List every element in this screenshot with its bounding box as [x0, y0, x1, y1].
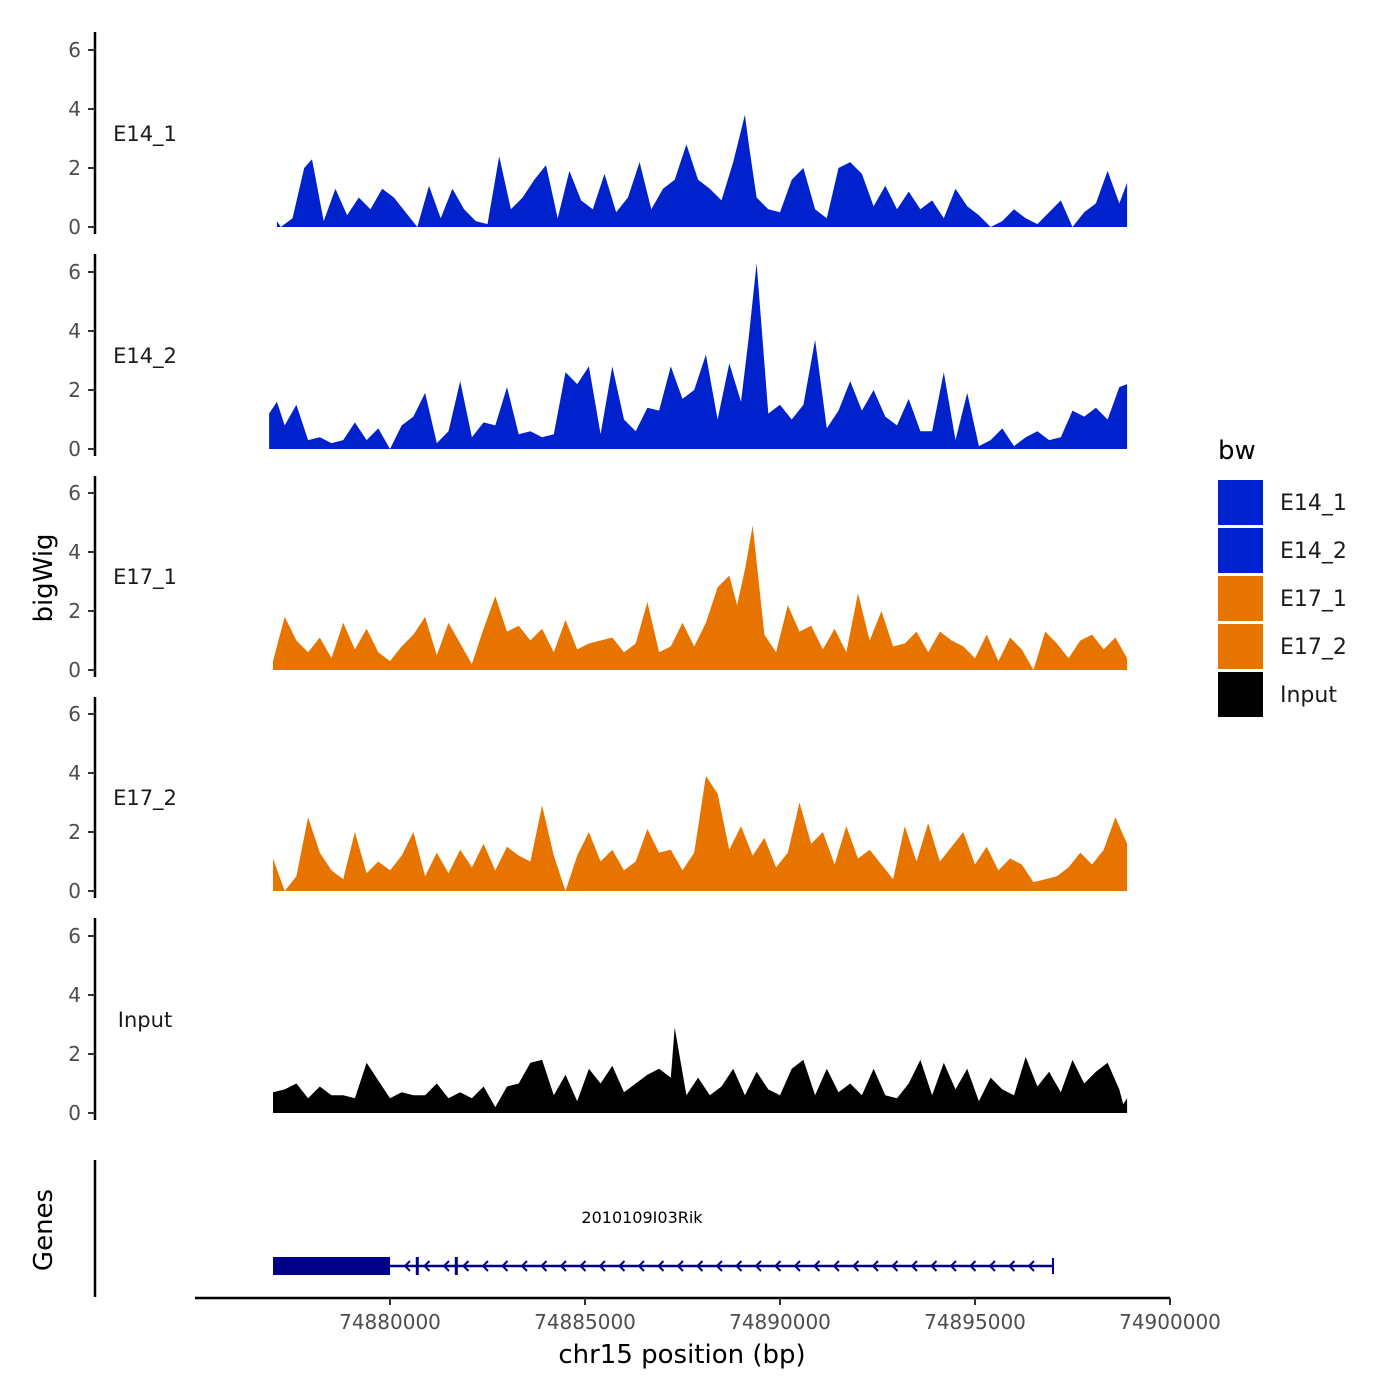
y-tick-label: 2 [68, 1042, 81, 1066]
strand-arrow [1027, 1260, 1035, 1272]
y-tick-label: 4 [68, 319, 81, 343]
strand-arrow [559, 1260, 567, 1272]
strand-arrow [832, 1260, 840, 1272]
strand-arrow [988, 1260, 996, 1272]
strand-arrow [715, 1260, 723, 1272]
legend-label: E14_1 [1280, 491, 1347, 516]
strand-arrow [540, 1260, 548, 1272]
legend-swatch [1218, 576, 1263, 621]
track-e14-1: 0 2 4 6 E14_1 [68, 32, 1128, 239]
y-tick-label: 2 [68, 820, 81, 844]
y-tick-label: 0 [68, 437, 81, 461]
y-tick-label: 0 [68, 1101, 81, 1125]
y-tick-label: 0 [68, 879, 81, 903]
track-label: E14_2 [113, 344, 177, 369]
y-tick-label: 6 [68, 260, 81, 284]
coverage-area [273, 776, 1128, 891]
track-label: E14_1 [113, 122, 177, 147]
legend-swatch [1218, 480, 1263, 525]
x-tick-label: 74900000 [1119, 1310, 1221, 1334]
strand-arrow [774, 1260, 782, 1272]
legend-label: E17_1 [1280, 587, 1347, 612]
legend-swatch [1218, 528, 1263, 573]
y-tick-label: 0 [68, 215, 81, 239]
strand-arrow [618, 1260, 626, 1272]
strand-arrow [793, 1260, 801, 1272]
strand-arrow [754, 1260, 762, 1272]
x-axis-title: chr15 position (bp) [558, 1340, 805, 1370]
y-tick-label: 2 [68, 599, 81, 623]
y-tick-label: 2 [68, 378, 81, 402]
strand-arrow [1008, 1260, 1016, 1272]
track-e14-2: 0 2 4 6 E14_2 [68, 254, 1128, 461]
x-tick-label: 74885000 [534, 1310, 636, 1334]
strand-arrow [657, 1260, 665, 1272]
track-e17-1: 0 2 4 6 E17_1 [68, 476, 1128, 682]
y-tick-label: 0 [68, 658, 81, 682]
bigwig-tracks: 0 2 4 6 E14_1 0 2 4 6 E14_2 0 2 4 6 E17_1 0 2 4 6 E17_2 0 2 4 6… [68, 32, 1128, 1125]
strand-arrow [910, 1260, 918, 1272]
strand-arrow [852, 1260, 860, 1272]
strand-arrow [403, 1260, 411, 1272]
x-axis: 74880000 74885000 74890000 74895000 74900000 [195, 1296, 1221, 1334]
gene-name-label: 2010109I03Rik [581, 1208, 703, 1227]
legend-label: E17_2 [1280, 635, 1347, 660]
strand-arrow [871, 1260, 879, 1272]
legend-swatch [1218, 672, 1263, 717]
strand-arrow [442, 1260, 450, 1272]
y-tick-label: 2 [68, 156, 81, 180]
legend-swatch [1218, 624, 1263, 669]
y-axis-title: bigWig [29, 533, 59, 622]
track-label: Input [118, 1008, 172, 1032]
track-e17-2: 0 2 4 6 E17_2 [68, 697, 1128, 903]
y-tick-label: 6 [68, 924, 81, 948]
gene-exon [273, 1257, 390, 1275]
strand-arrow [481, 1260, 489, 1272]
x-tick-label: 74880000 [339, 1310, 441, 1334]
strand-arrow [949, 1260, 957, 1272]
track-label: E17_2 [113, 786, 177, 811]
legend-label: E14_2 [1280, 539, 1347, 564]
strand-arrow [735, 1260, 743, 1272]
strand-arrow [891, 1260, 899, 1272]
strand-arrow [598, 1260, 606, 1272]
y-tick-label: 4 [68, 540, 81, 564]
genes-axis-title: Genes [29, 1189, 59, 1271]
y-tick-label: 6 [68, 481, 81, 505]
y-tick-label: 6 [68, 702, 81, 726]
strand-arrow [637, 1260, 645, 1272]
strand-arrow [462, 1260, 470, 1272]
gene-panel: 2010109I03Rik [93, 1160, 1054, 1297]
strand-arrow [579, 1260, 587, 1272]
y-tick-label: 4 [68, 97, 81, 121]
track-label: E17_1 [113, 565, 177, 590]
legend: bw E14_1 E14_2 E17_1 E17_2 Input [1218, 436, 1347, 717]
strand-arrow [676, 1260, 684, 1272]
coverage-area [276, 114, 1128, 227]
legend-title: bw [1218, 436, 1256, 466]
strand-arrow [696, 1260, 704, 1272]
x-tick-label: 74890000 [729, 1310, 831, 1334]
track-input: 0 2 4 6 Input [68, 918, 1128, 1125]
strand-arrow [501, 1260, 509, 1272]
coverage-area [269, 263, 1128, 449]
coverage-area [273, 1027, 1128, 1113]
x-tick-label: 74895000 [924, 1310, 1026, 1334]
strand-arrow [423, 1260, 431, 1272]
strand-arrow [969, 1260, 977, 1272]
y-tick-label: 4 [68, 983, 81, 1007]
y-tick-label: 6 [68, 38, 81, 62]
strand-arrow [930, 1260, 938, 1272]
legend-label: Input [1280, 683, 1337, 708]
strand-arrow [813, 1260, 821, 1272]
y-tick-label: 4 [68, 761, 81, 785]
coverage-area [273, 525, 1128, 670]
strand-arrow [520, 1260, 528, 1272]
